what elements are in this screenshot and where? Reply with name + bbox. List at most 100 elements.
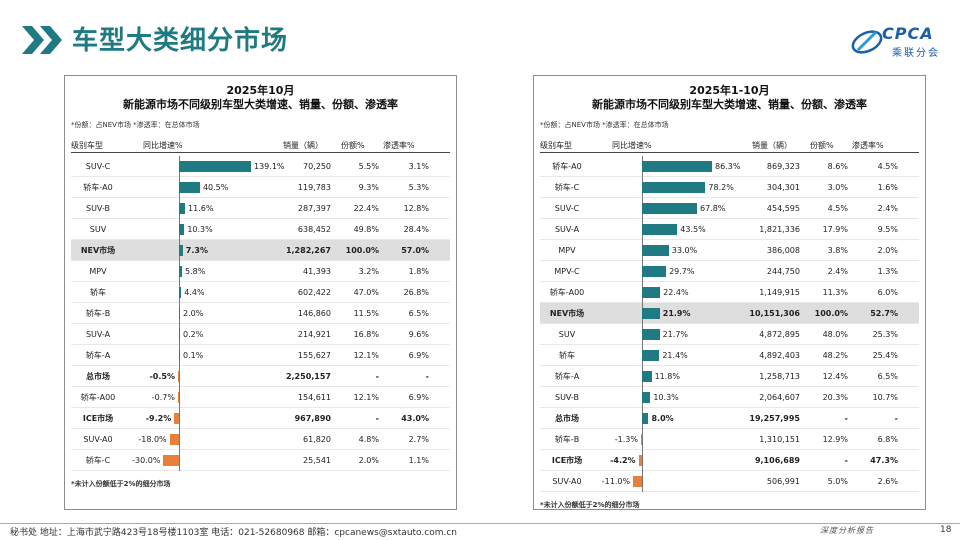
volume-value: 214,921	[297, 330, 331, 339]
column-header-penetration: 渗透率%	[852, 141, 884, 150]
growth-label: -30.0%	[132, 456, 161, 465]
table-row: SUV-C 67.8% 454,595 4.5% 2.4%	[540, 198, 919, 219]
growth-bar	[642, 308, 660, 319]
growth-label: 4.4%	[184, 288, 205, 297]
panel-title: 2025年10月	[226, 84, 295, 97]
column-header-share: 份额%	[341, 141, 365, 150]
penetration-value: 9.6%	[408, 330, 429, 339]
growth-label: -0.7%	[151, 393, 175, 402]
growth-bar	[642, 413, 649, 424]
segment-label: SUV-A0	[552, 477, 582, 486]
penetration-value: 25.4%	[872, 351, 898, 360]
share-value: 2.4%	[827, 267, 848, 276]
segment-label: 轿车	[559, 351, 575, 360]
growth-bar	[638, 455, 642, 466]
table-row: 轿车-C 78.2% 304,301 3.0% 1.6%	[540, 177, 919, 198]
penetration-value: 28.4%	[403, 225, 429, 234]
segment-label: MPV	[558, 246, 576, 255]
growth-bar	[179, 350, 180, 361]
penetration-value: 6.8%	[877, 435, 898, 444]
volume-value: 41,393	[303, 267, 331, 276]
growth-bar	[640, 434, 642, 445]
volume-value: 1,258,713	[759, 372, 800, 381]
segment-label: SUV-B	[554, 393, 580, 402]
volume-value: 454,595	[766, 204, 800, 213]
header-divider	[540, 152, 919, 153]
growth-label: -0.5%	[149, 372, 175, 381]
segment-label: SUV-A0	[83, 435, 113, 444]
panel-october: 2025年10月 新能源市场不同级别车型大类增速、销量、份额、渗透率 *份额：占NE…	[64, 75, 457, 510]
penetration-value: 26.8%	[403, 288, 429, 297]
panel-note: *份额：占NEV市场 *渗透率：在总体市场	[71, 121, 200, 129]
growth-label: 21.7%	[662, 330, 689, 339]
segment-label: 轿车-A	[85, 351, 111, 360]
growth-bar	[642, 161, 712, 172]
table-row: SUV-B 11.6% 287,397 22.4% 12.8%	[71, 198, 450, 219]
volume-value: 9,106,689	[754, 456, 800, 465]
table-row: SUV 10.3% 638,452 49.8% 28.4%	[71, 219, 450, 240]
penetration-value: 10.7%	[872, 393, 898, 402]
column-header-share: 份额%	[810, 141, 834, 150]
header-divider	[71, 152, 450, 153]
share-value: 12.4%	[822, 372, 848, 381]
table-row: MPV 5.8% 41,393 3.2% 1.8%	[71, 261, 450, 282]
footer: 秘书处 地址：上海市武宁路423号18号楼1103室 电话：021-526809…	[0, 517, 960, 540]
volume-value: 4,872,895	[759, 330, 800, 339]
growth-label: 21.4%	[662, 351, 688, 360]
growth-bar	[179, 287, 182, 298]
zero-axis	[179, 366, 180, 387]
share-value: -	[844, 456, 848, 465]
volume-value: 386,008	[766, 246, 800, 255]
growth-bar	[642, 350, 660, 361]
share-value: 48.0%	[822, 330, 848, 339]
growth-label: 40.5%	[202, 183, 229, 192]
zero-axis	[642, 471, 643, 492]
table-row: SUV-B 10.3% 2,064,607 20.3% 10.7%	[540, 387, 919, 408]
growth-bar	[179, 182, 200, 193]
table-row: 轿车 4.4% 602,422 47.0% 26.8%	[71, 282, 450, 303]
growth-bar	[179, 203, 185, 214]
share-value: 12.1%	[353, 351, 379, 360]
zero-axis	[179, 408, 180, 429]
share-value: 22.4%	[353, 204, 379, 213]
column-header-growth: 同比增速%	[612, 141, 652, 150]
panel-title: 2025年1-10月	[689, 84, 770, 97]
segment-label: SUV	[89, 225, 107, 234]
share-value: 3.8%	[827, 246, 848, 255]
table-row: SUV-A0 -18.0% 61,820 4.8% 2.7%	[71, 429, 450, 450]
volume-value: 244,750	[766, 267, 800, 276]
growth-bar	[642, 224, 678, 235]
share-value: 48.2%	[822, 351, 848, 360]
cpca-logo: CPCA 乘联分会	[850, 22, 942, 62]
volume-value: 4,892,403	[759, 351, 800, 360]
share-value: 9.3%	[358, 183, 379, 192]
table-row: 轿车-A0 86.3% 869,323 8.6% 4.5%	[540, 156, 919, 177]
segment-label: SUV	[558, 330, 576, 339]
penetration-value: 43.0%	[401, 414, 429, 423]
growth-bar	[178, 392, 179, 403]
panel-subtitle: 新能源市场不同级别车型大类增速、销量、份额、渗透率	[123, 98, 398, 111]
penetration-value: 2.4%	[877, 204, 898, 213]
volume-value: 10,151,306	[749, 309, 800, 318]
volume-value: 1,821,336	[759, 225, 800, 234]
growth-label: 8.0%	[651, 414, 674, 423]
growth-label: 67.8%	[699, 204, 726, 213]
growth-bar	[179, 308, 181, 319]
penetration-value: 6.9%	[408, 393, 429, 402]
volume-value: 1,310,151	[759, 435, 800, 444]
volume-value: 967,890	[294, 414, 331, 423]
segment-label: 总市场	[555, 414, 579, 423]
penetration-value: 1.1%	[408, 456, 429, 465]
zero-axis	[179, 429, 180, 450]
volume-value: 1,149,915	[759, 288, 800, 297]
penetration-value: 3.1%	[408, 162, 429, 171]
growth-bar	[179, 266, 182, 277]
zero-axis	[179, 450, 180, 471]
volume-value: 61,820	[303, 435, 331, 444]
volume-value: 154,611	[297, 393, 331, 402]
volume-value: 70,250	[303, 162, 331, 171]
share-value: 5.5%	[358, 162, 379, 171]
table-row: MPV 33.0% 386,008 3.8% 2.0%	[540, 240, 919, 261]
table-row: 轿车-B -1.3% 1,310,151 12.9% 6.8%	[540, 429, 919, 450]
segment-label: 轿车-A00	[80, 393, 116, 402]
